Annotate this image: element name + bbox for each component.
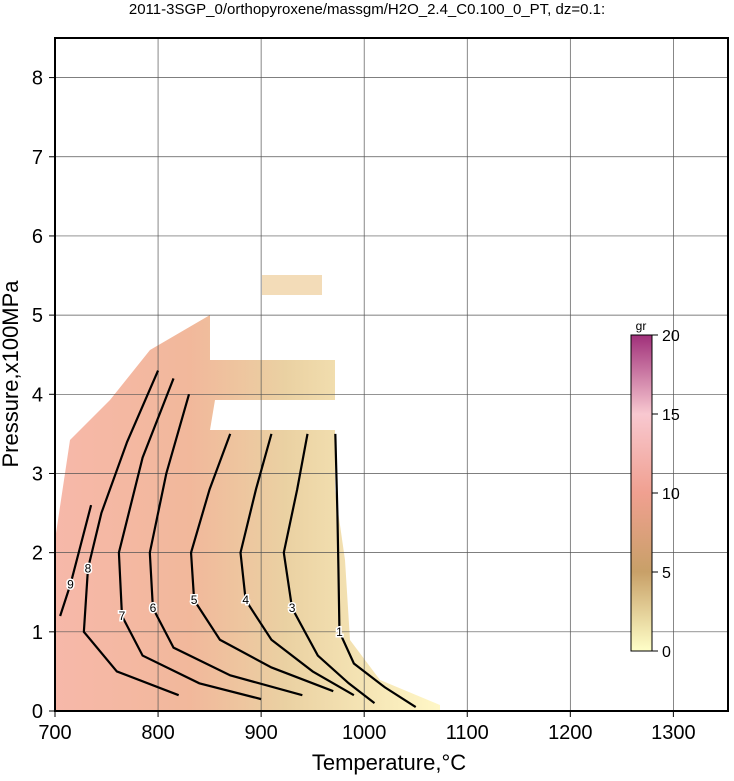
contour-line <box>239 433 355 697</box>
contour-line <box>282 433 376 704</box>
y-axis-label: Pressure,x100MPa <box>0 280 23 468</box>
x-tick-label: 800 <box>141 722 174 744</box>
chart-title: 2011-3SGP_0/orthopyroxene/massgm/H2O_2.4… <box>129 1 605 18</box>
contour-label: 6 <box>150 601 157 615</box>
contour-label: 9 <box>67 577 74 591</box>
colorbar-tick-label: 5 <box>662 565 671 582</box>
contour-label: 7 <box>119 609 126 623</box>
phase-field <box>262 275 322 295</box>
plot-frame <box>54 37 729 712</box>
x-axis-label: Temperature,°C <box>312 750 466 775</box>
y-tick-label: 0 <box>32 701 43 723</box>
contour-label: 5 <box>191 593 198 607</box>
y-tick-label: 1 <box>32 622 43 644</box>
x-tick-label: 1300 <box>651 722 696 744</box>
y-tick-label: 8 <box>32 68 43 90</box>
colorbar-label: gr <box>636 319 647 333</box>
contour-line <box>334 433 417 708</box>
contour-line <box>189 433 334 693</box>
contour-line <box>117 378 262 701</box>
y-tick-label: 3 <box>32 463 43 485</box>
x-tick-label: 900 <box>244 722 277 744</box>
phase-field <box>55 315 440 711</box>
contour-line <box>148 393 303 697</box>
colorbar-tick-label: 10 <box>662 486 680 503</box>
x-tick-label: 1200 <box>548 722 593 744</box>
x-tick-label: 1100 <box>446 722 489 744</box>
y-tick-label: 6 <box>32 226 43 248</box>
colorbar-tick-label: 20 <box>662 328 680 345</box>
contour-line <box>59 504 93 617</box>
contour-label: 4 <box>242 593 249 607</box>
contour-line <box>82 370 180 697</box>
y-tick-label: 5 <box>32 305 43 327</box>
contour-label: 3 <box>289 601 296 615</box>
colorbar-tick-label: 0 <box>662 644 671 661</box>
y-tick-label: 4 <box>32 384 43 406</box>
contour-label: 8 <box>85 561 92 575</box>
x-tick-label: 1000 <box>342 722 387 744</box>
y-tick-label: 2 <box>32 543 43 565</box>
colorbar <box>630 334 653 652</box>
colorbar-tick-label: 15 <box>662 407 680 424</box>
contour-label: 1 <box>336 625 343 639</box>
y-tick-label: 7 <box>32 147 43 169</box>
x-tick-label: 700 <box>38 722 71 744</box>
